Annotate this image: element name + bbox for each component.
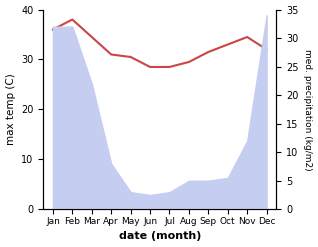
Y-axis label: max temp (C): max temp (C) [5,74,16,145]
Y-axis label: med. precipitation (kg/m2): med. precipitation (kg/m2) [303,49,313,170]
X-axis label: date (month): date (month) [119,231,201,242]
